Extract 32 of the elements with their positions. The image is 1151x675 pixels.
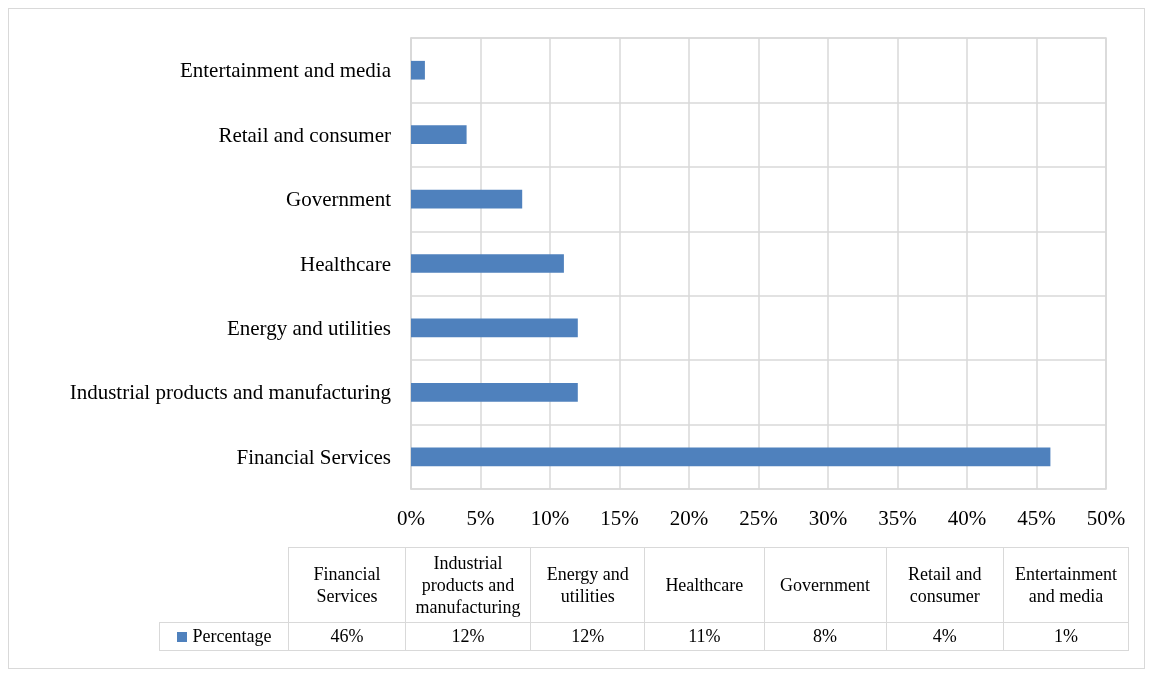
text: 8%: [813, 626, 838, 646]
x-tick-label: 50%: [1086, 505, 1126, 530]
category-label: Industrial products and manufacturing: [415, 553, 521, 617]
x-tick-label: 0%: [397, 505, 425, 530]
x-tick-label: 40%: [947, 505, 987, 530]
x-tick-label: 25%: [739, 505, 778, 530]
y-tick-label: Retail and consumer: [218, 122, 391, 147]
legend-label: Percentage: [159, 622, 289, 651]
x-tick-label: 45%: [1017, 505, 1056, 530]
text: 1%: [1054, 626, 1079, 646]
x-tick-label: 5%: [466, 505, 495, 530]
text: 11%: [688, 626, 721, 646]
x-tick-label: 30%: [808, 505, 848, 530]
y-tick-label: Financial Services: [236, 444, 391, 469]
category-label: Government: [780, 575, 871, 595]
x-tick-label: 15%: [600, 505, 639, 530]
category-label: Healthcare: [665, 575, 744, 595]
text: 4%: [932, 626, 957, 646]
category-label: Entertainment and media: [1015, 564, 1118, 606]
y-tick-label: Government: [286, 187, 392, 212]
category-label: Energy and utilities: [546, 564, 629, 606]
text: 46%: [330, 626, 364, 646]
category-label: Retail and consumer: [908, 564, 982, 606]
x-tick-label: 35%: [878, 505, 917, 530]
text: 12%: [571, 626, 605, 646]
y-tick-label: Industrial products and manufacturing: [69, 380, 392, 405]
x-tick-label: 20%: [669, 505, 709, 530]
y-tick-label: Energy and utilities: [226, 315, 391, 340]
text: 12%: [451, 626, 485, 646]
y-tick-label: Healthcare: [300, 251, 391, 276]
x-tick-label: 10%: [530, 505, 570, 530]
y-tick-label: Entertainment and media: [179, 58, 392, 83]
